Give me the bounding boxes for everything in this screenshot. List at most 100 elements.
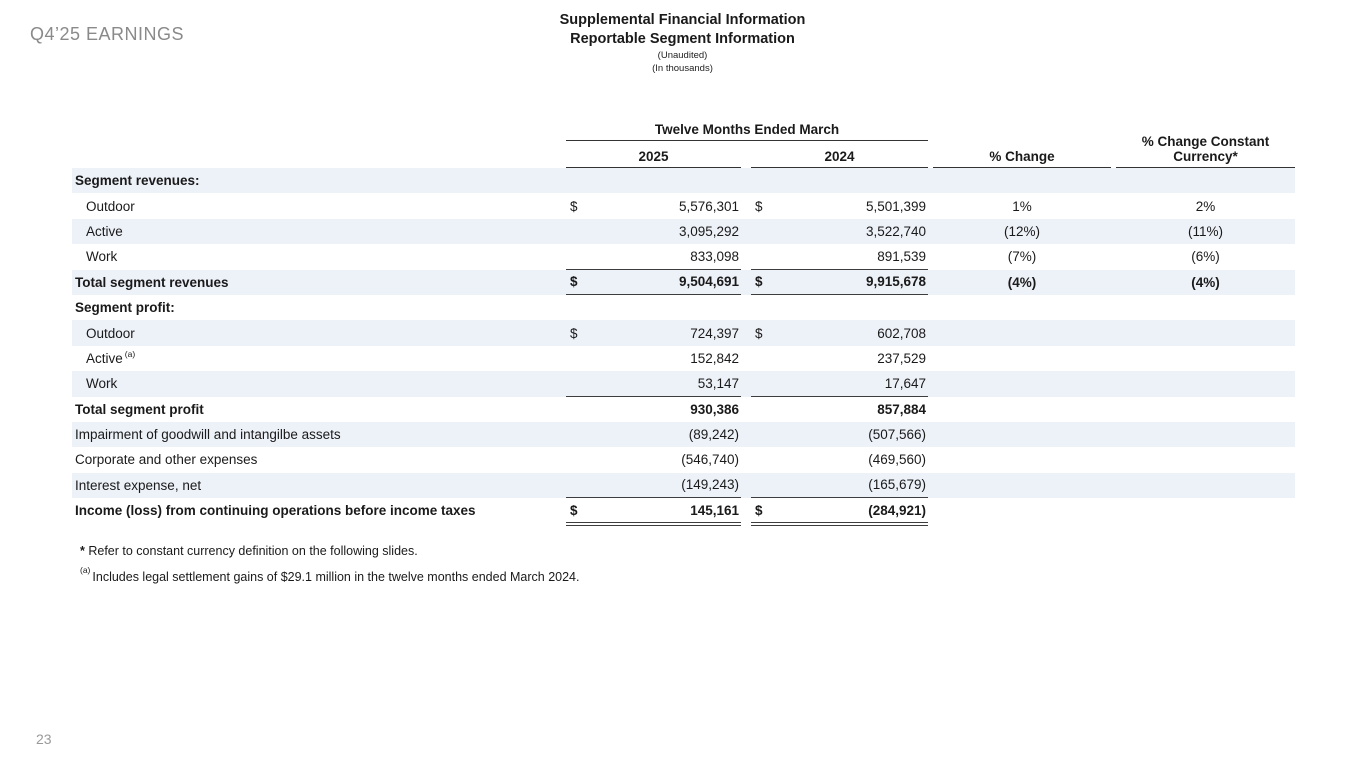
row-label: Total segment revenues [75,274,229,290]
table-body: Segment revenues: Outdoor $5,576,301 $5,… [72,168,1295,527]
title-line-1: Supplemental Financial Information [559,12,806,28]
column-gap [741,295,751,320]
pct-change-cell [933,371,1111,396]
table-row: Interest expense, net (149,243) (165,679… [72,472,1295,499]
footnote-legal-settlement: (a)Includes legal settlement gains of $2… [80,565,579,586]
table-row: Segment revenues: [72,168,1295,194]
dollar-sign-2024: $ [755,198,763,214]
value-2024: 3,522,740 [865,223,926,239]
value-cell-2024: (165,679) [751,473,928,499]
value-2025: 930,386 [690,401,739,417]
value-cell-2025: $724,397 [566,320,741,345]
row-label-cell: Active [72,219,566,244]
pct-change-cell: (4%) [1007,274,1037,290]
value-2025: 5,576,301 [678,198,739,214]
pct-change-constant-currency-cell [1116,498,1295,523]
row-label: Work [86,376,118,392]
table-row: Total segment revenues $9,504,691 $9,915… [72,269,1295,295]
pct-change-cell: (12%) [1003,223,1040,239]
row-label-cell: Income (loss) from continuing operations… [72,498,566,523]
value-cell-2025: $9,504,691 [566,270,741,295]
value-2025: 53,147 [697,375,739,391]
dollar-sign-2024: $ [755,502,763,518]
row-label-cell: Segment profit: [72,295,566,320]
pct-change-constant-currency-cell: (11%) [1187,223,1223,239]
footnote-text: Refer to constant currency definition on… [88,544,418,558]
value-cell-2025: $145,161 [566,498,741,527]
value-cell-2025 [566,295,741,320]
value-cell-2025: $5,576,301 [566,193,741,218]
row-label: Outdoor [86,325,135,341]
table-header: Twelve Months Ended March 2025 2024 % Ch… [72,120,1295,168]
value-2024: 9,915,678 [865,274,926,290]
dollar-sign-2025: $ [570,325,578,341]
value-2025: 833,098 [690,248,739,264]
value-2024: 891,539 [877,248,926,264]
row-label-cell: Work [72,371,566,396]
table-row: Segment profit: [72,295,1295,320]
pct-change-constant-currency-cell [1116,371,1295,396]
value-2025: 9,504,691 [678,274,739,290]
value-2025: (546,740) [681,452,739,468]
pct-change-constant-currency-cell: (6%) [1191,249,1220,265]
footnote-text: Includes legal settlement gains of $29.1… [92,570,580,585]
value-2024: (469,560) [868,452,926,468]
column-gap [741,168,751,193]
table-row: Total segment profit 930,386 857,884 [72,397,1295,422]
value-cell-2024: $5,501,399 [751,193,928,218]
pct-change-constant-currency-cell [1116,422,1295,447]
pct-change-cell [933,473,1111,498]
table-row: Work 53,147 17,647 [72,371,1295,397]
column-gap [741,270,751,295]
dollar-sign-2024: $ [755,325,763,341]
row-label-cell: Outdoor [72,320,566,345]
column-gap [741,371,751,396]
value-cell-2024: (469,560) [751,447,928,472]
value-cell-2024: 857,884 [751,397,928,422]
value-cell-2024: 891,539 [751,244,928,270]
table-row: Active 3,095,292 3,522,740 (12%) (11%) [72,218,1295,245]
column-header-pct-change-constant-currency: % Change Constant Currency* [1116,134,1295,168]
value-2024: 5,501,399 [865,198,926,214]
column-header-2024: 2024 [751,149,928,168]
column-header-pct-change: % Change [933,149,1111,168]
value-cell-2024 [751,295,928,320]
pct-change-constant-currency-cell [1116,168,1295,193]
value-2024: 857,884 [877,401,926,417]
row-label: Segment revenues: [75,173,200,189]
value-cell-2024: (507,566) [751,422,928,447]
pct-change-cell [933,422,1111,447]
table-row: Outdoor $724,397 $602,708 [72,320,1295,346]
value-cell-2025: 930,386 [566,397,741,422]
row-label-cell: Interest expense, net [72,473,566,498]
pct-change-constant-currency-cell: 2% [1195,198,1216,214]
segment-information-table: Twelve Months Ended March 2025 2024 % Ch… [72,120,1295,527]
pct-change-cell [933,397,1111,422]
dollar-sign-2025: $ [570,198,578,214]
row-label: Income (loss) from continuing operations… [75,503,476,519]
row-label-cell: Impairment of goodwill and intangilbe as… [72,422,566,447]
pct-change-cell [933,168,1111,193]
row-label-cell: Work [72,244,566,269]
value-cell-2024: $ (284,921) [751,498,928,527]
value-cell-2024: 237,529 [751,346,928,371]
dollar-sign-2024: $ [755,274,763,290]
row-label-cell: Segment revenues: [72,168,566,193]
value-cell-2025 [566,168,741,193]
row-label: Outdoor [86,198,135,214]
table-row: Work 833,098 891,539 (7%) (6%) [72,244,1295,270]
table-row: Income (loss) from continuing operations… [72,498,1295,527]
column-gap [741,447,751,472]
value-2025: 152,842 [690,350,739,366]
value-cell-2025: (546,740) [566,447,741,472]
row-label: Active [86,223,123,239]
value-cell-2025: 152,842 [566,346,741,371]
row-label: Corporate and other expenses [75,452,258,468]
value-2025: (149,243) [681,477,739,493]
column-gap [741,422,751,447]
pct-change-cell: 1% [1012,198,1032,214]
row-label-cell: Total segment profit [72,397,566,422]
table-row: Outdoor $5,576,301 $5,501,399 1% 2% [72,193,1295,218]
column-gap [741,473,751,498]
years-column-group: Twelve Months Ended March 2025 2024 [566,122,928,168]
